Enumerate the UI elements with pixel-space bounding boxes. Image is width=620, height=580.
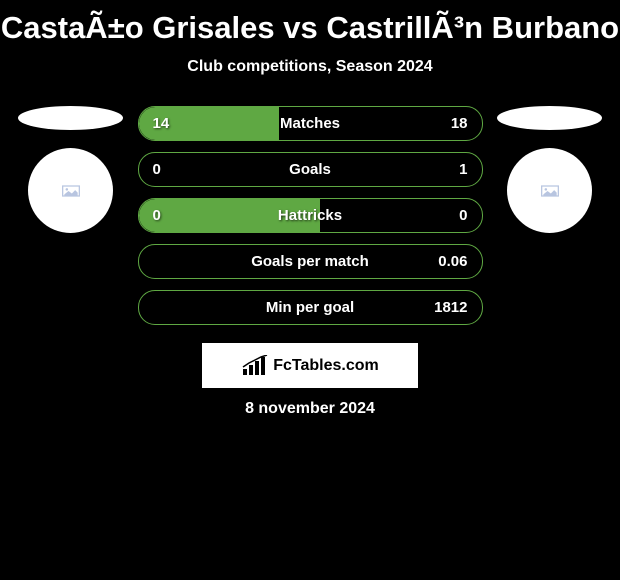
stat-value-left: 0 bbox=[153, 161, 161, 178]
stat-bar: Min per goal 1812 bbox=[138, 290, 483, 325]
stat-label: Min per goal bbox=[266, 299, 354, 316]
stat-bar: Goals per match 0.06 bbox=[138, 244, 483, 279]
comparison-widget: CastaÃ±o Grisales vs CastrillÃ³n Burbano… bbox=[0, 0, 620, 418]
shadow-ellipse-right bbox=[497, 106, 602, 130]
placeholder-icon bbox=[61, 184, 81, 198]
stats-column: 14 Matches 18 0 Goals 1 0 Hattricks 0 Goals per m… bbox=[138, 106, 483, 325]
avatar-left bbox=[28, 148, 113, 233]
main-row: 14 Matches 18 0 Goals 1 0 Hattricks 0 Goals per m… bbox=[0, 106, 620, 325]
stat-bar: 14 Matches 18 bbox=[138, 106, 483, 141]
stat-label: Hattricks bbox=[278, 207, 342, 224]
player-left-col bbox=[16, 106, 126, 233]
brand-box[interactable]: FcTables.com bbox=[202, 343, 418, 388]
stat-value-right: 18 bbox=[451, 115, 468, 132]
stat-value-right: 0.06 bbox=[438, 253, 467, 270]
stat-value-left: 0 bbox=[153, 207, 161, 224]
stat-label: Matches bbox=[280, 115, 340, 132]
brand-chart-icon bbox=[241, 355, 269, 377]
stat-bar: 0 Hattricks 0 bbox=[138, 198, 483, 233]
page-title: CastaÃ±o Grisales vs CastrillÃ³n Burbano bbox=[0, 10, 620, 46]
avatar-right bbox=[507, 148, 592, 233]
stat-value-right: 1 bbox=[459, 161, 467, 178]
date-label: 8 november 2024 bbox=[0, 400, 620, 418]
stat-value-left: 14 bbox=[153, 115, 170, 132]
placeholder-icon bbox=[540, 184, 560, 198]
stat-value-right: 1812 bbox=[434, 299, 467, 316]
shadow-ellipse-left bbox=[18, 106, 123, 130]
stat-label: Goals bbox=[289, 161, 331, 178]
subtitle: Club competitions, Season 2024 bbox=[0, 58, 620, 76]
stat-bar: 0 Goals 1 bbox=[138, 152, 483, 187]
brand-label: FcTables.com bbox=[273, 357, 379, 375]
stat-label: Goals per match bbox=[251, 253, 369, 270]
stat-value-right: 0 bbox=[459, 207, 467, 224]
player-right-col bbox=[495, 106, 605, 233]
